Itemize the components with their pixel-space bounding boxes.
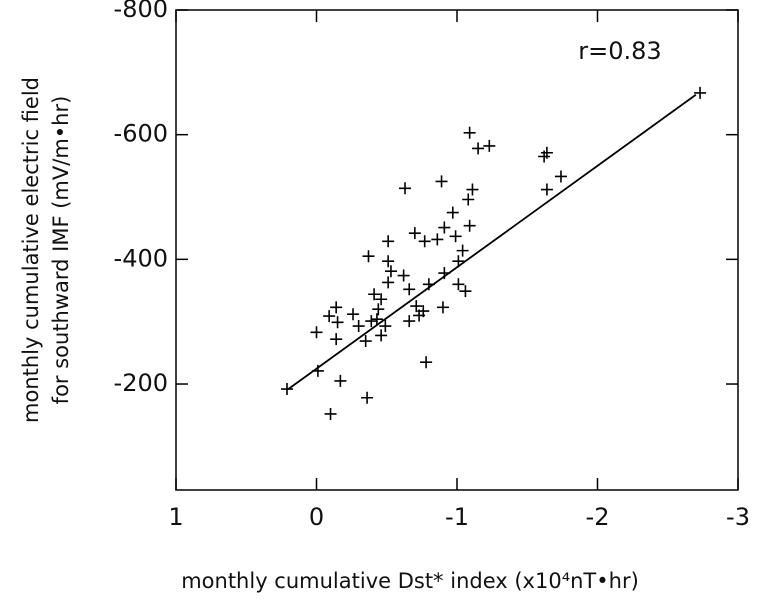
- point: [452, 255, 465, 268]
- y-tick-label: -800: [114, 0, 168, 23]
- point: [403, 315, 416, 328]
- point: [435, 175, 448, 188]
- point: [483, 139, 496, 152]
- point: [422, 278, 435, 291]
- y-tick-label: -200: [114, 369, 168, 397]
- point: [384, 265, 397, 278]
- point: [438, 221, 451, 234]
- point: [334, 374, 347, 387]
- point: [694, 86, 707, 99]
- point: [311, 364, 324, 377]
- point: [310, 326, 323, 339]
- point: [368, 288, 381, 301]
- point: [365, 315, 378, 328]
- point: [462, 193, 475, 206]
- point: [375, 293, 388, 306]
- point: [331, 316, 344, 329]
- y-tick-label: -600: [114, 120, 168, 148]
- point: [438, 267, 451, 280]
- point: [372, 303, 385, 316]
- point: [362, 250, 375, 263]
- point: [540, 183, 553, 196]
- point: [382, 276, 395, 289]
- annotation: r=0.83: [578, 37, 661, 65]
- x-tick-label: -3: [726, 503, 750, 531]
- point: [330, 333, 343, 346]
- point: [399, 182, 412, 195]
- point: [410, 300, 423, 313]
- point: [456, 244, 469, 257]
- point: [446, 206, 459, 219]
- point: [466, 183, 479, 196]
- point: [452, 278, 465, 291]
- point: [540, 146, 553, 159]
- point: [463, 219, 476, 232]
- point: [420, 356, 433, 369]
- point: [554, 170, 567, 183]
- y-tick-label: -400: [114, 244, 168, 272]
- point: [418, 235, 431, 248]
- point: [403, 283, 416, 296]
- x-tick-label: -2: [586, 503, 610, 531]
- point: [382, 235, 395, 248]
- fit-line: [287, 94, 697, 390]
- point: [382, 255, 395, 268]
- point: [449, 230, 462, 243]
- point: [397, 269, 410, 282]
- point: [323, 310, 336, 323]
- point: [431, 233, 444, 246]
- point: [459, 285, 472, 298]
- point: [280, 383, 293, 396]
- point: [347, 308, 360, 321]
- point: [472, 142, 485, 155]
- point: [330, 301, 343, 314]
- point: [359, 335, 372, 348]
- point: [463, 126, 476, 139]
- y-axis-label: monthly cumulative electric field: [19, 77, 43, 423]
- x-tick-label: -1: [445, 503, 469, 531]
- point: [324, 407, 337, 420]
- x-tick-label: 1: [168, 503, 183, 531]
- point: [361, 391, 374, 404]
- x-tick-label: 0: [309, 503, 324, 531]
- point: [408, 227, 421, 240]
- point: [352, 320, 365, 333]
- point: [379, 320, 392, 333]
- y-axis-label: for southward IMF (mV/m•hr): [49, 96, 73, 405]
- point: [436, 301, 449, 314]
- x-axis-label: monthly cumulative Dst* index (x10⁴nT•hr…: [181, 569, 639, 593]
- point: [417, 305, 430, 318]
- point: [375, 329, 388, 342]
- point: [370, 313, 383, 326]
